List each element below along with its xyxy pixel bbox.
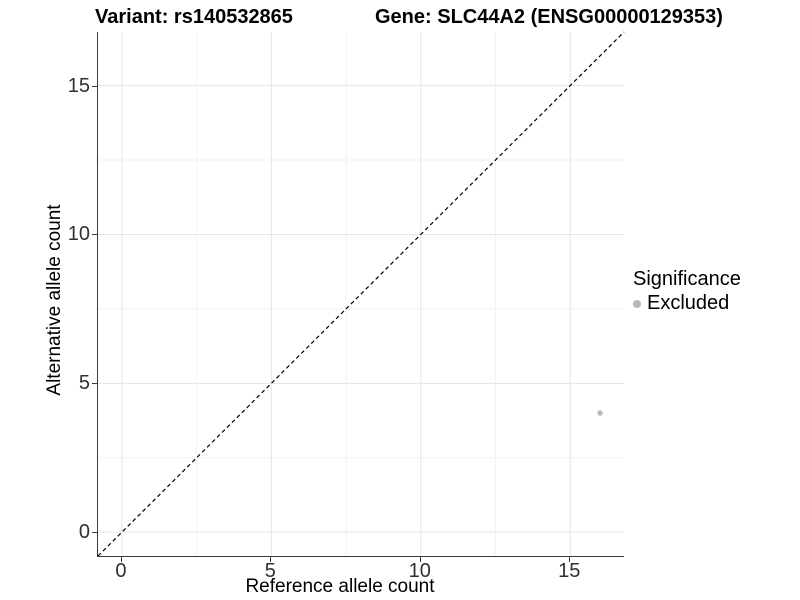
legend-point-icon xyxy=(633,299,641,308)
x-tick-mark xyxy=(270,557,272,562)
x-axis-label: Reference allele count xyxy=(245,576,435,597)
x-tick-label: 10 xyxy=(408,560,431,582)
x-tick-mark xyxy=(569,557,571,562)
gene-title: Gene: SLC44A2 (ENSG00000129353) xyxy=(375,6,723,28)
y-tick-mark xyxy=(92,532,97,534)
x-tick-label: 5 xyxy=(264,560,276,582)
plot-canvas xyxy=(97,31,625,557)
x-tick-mark xyxy=(419,557,421,562)
variant-title: Variant: rs140532865 xyxy=(95,6,293,28)
legend-label: Excluded xyxy=(647,292,730,314)
y-tick-mark xyxy=(92,383,97,385)
data-point xyxy=(597,410,603,416)
y-tick-label: 5 xyxy=(78,372,90,395)
y-tick-label: 15 xyxy=(67,74,90,97)
legend-title: Significance xyxy=(633,268,741,290)
identity-line xyxy=(97,31,625,557)
legend-entry: Excluded xyxy=(633,292,741,315)
plot-panel xyxy=(97,31,625,557)
legend-entries: Excluded xyxy=(633,292,741,315)
x-tick-label: 0 xyxy=(115,560,127,582)
y-tick-label: 0 xyxy=(78,521,90,544)
y-tick-mark xyxy=(92,234,97,236)
legend: Significance Excluded xyxy=(633,268,741,315)
x-tick-mark xyxy=(120,557,122,562)
x-tick-label: 15 xyxy=(558,560,581,582)
y-tick-mark xyxy=(92,85,97,87)
y-tick-label: 10 xyxy=(67,223,90,246)
